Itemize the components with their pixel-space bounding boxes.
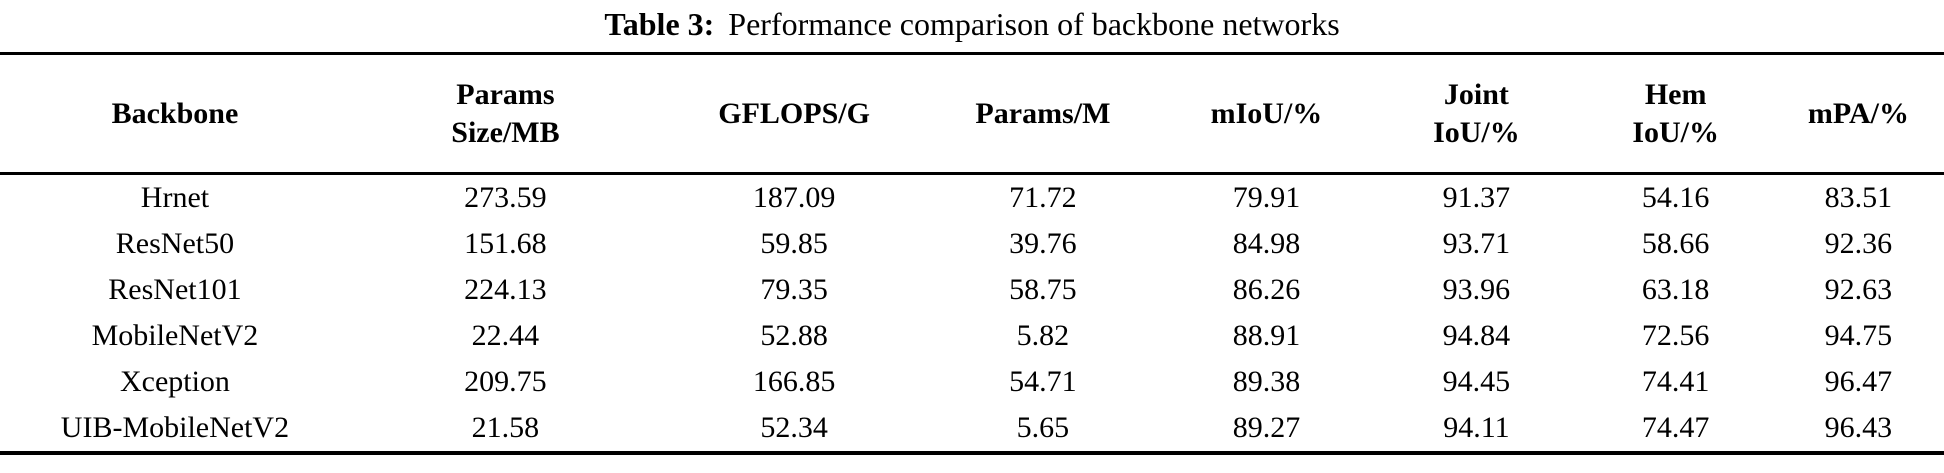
- column-header-params: Params/M: [975, 96, 1111, 130]
- column-header-gflops: GFLOPS/G: [718, 96, 870, 130]
- cell-backbone-name: MobileNetV2: [91, 319, 259, 352]
- table-cell: 92.63: [1824, 273, 1893, 306]
- table-cell: 94.75: [1824, 319, 1893, 352]
- column-header-miou: mIoU/%: [1210, 96, 1323, 130]
- table-cell: 5.82: [1016, 319, 1070, 352]
- table-cell: 93.71: [1442, 227, 1511, 260]
- table-cell: 54.71: [1009, 365, 1077, 398]
- column-header-backbone: Backbone: [111, 96, 239, 130]
- table-cell: 88.91: [1232, 319, 1301, 352]
- table-cell: 83.51: [1824, 181, 1893, 214]
- table-cell: 52.34: [760, 411, 828, 444]
- table-cell: 79.91: [1232, 181, 1301, 214]
- table-cell: 224.13: [464, 273, 547, 306]
- table-cell: 52.88: [760, 319, 828, 352]
- table-row-mobilenetv2: MobileNetV2 22.44 52.88 5.82 88.91 94.84…: [0, 313, 1944, 359]
- table-cell: 63.18: [1641, 273, 1710, 306]
- table-cell: 92.36: [1824, 227, 1893, 260]
- table-caption-label: Table 3:: [604, 6, 715, 42]
- table-cell: 5.65: [1016, 411, 1070, 444]
- column-header-mpa: mPA/%: [1807, 96, 1909, 130]
- table-row-resnet50: ResNet50 151.68 59.85 39.76 84.98 93.71 …: [0, 221, 1944, 267]
- table-cell: 71.72: [1009, 181, 1077, 214]
- table-cell: 59.85: [760, 227, 828, 260]
- table-row-xception: Xception 209.75 166.85 54.71 89.38 94.45…: [0, 359, 1944, 405]
- table-cell: 84.98: [1232, 227, 1301, 260]
- table-caption: Table 3: Performance comparison of backbo…: [0, 0, 1944, 52]
- cell-backbone-name: ResNet50: [115, 227, 235, 260]
- table-cell: 273.59: [464, 181, 547, 214]
- cell-backbone-name: ResNet101: [108, 273, 242, 306]
- table-row-resnet101: ResNet101 224.13 79.35 58.75 86.26 93.96…: [0, 267, 1944, 313]
- table-cell: 94.11: [1443, 411, 1510, 444]
- table-cell: 94.84: [1442, 319, 1511, 352]
- table-cell: 21.58: [471, 411, 540, 444]
- column-header-params-size: Params Size/MB: [451, 77, 560, 149]
- cell-backbone-name: Hrnet: [140, 181, 210, 214]
- table-cell: 72.56: [1641, 319, 1710, 352]
- table-cell: 22.44: [471, 319, 540, 352]
- table-cell: 79.35: [760, 273, 828, 306]
- table-cell: 151.68: [464, 227, 547, 260]
- table-cell: 54.16: [1641, 181, 1710, 214]
- table-row-hrnet: Hrnet 273.59 187.09 71.72 79.91 91.37 54…: [0, 174, 1944, 222]
- table-cell: 58.66: [1641, 227, 1710, 260]
- table-caption-text: Performance comparison of backbone netwo…: [728, 6, 1340, 42]
- column-header-hem-iou: Hem IoU/%: [1632, 77, 1719, 149]
- table-cell: 74.47: [1641, 411, 1710, 444]
- table-cell: 209.75: [464, 365, 547, 398]
- header-row: Backbone Params Size/MB GFLOPS/G Params/M…: [0, 54, 1944, 174]
- cell-backbone-name: UIB-MobileNetV2: [60, 411, 290, 444]
- table-cell: 74.41: [1641, 365, 1710, 398]
- table-cell: 89.27: [1232, 411, 1301, 444]
- table-cell: 96.43: [1824, 411, 1893, 444]
- table-cell: 58.75: [1009, 273, 1077, 306]
- table-cell: 187.09: [752, 181, 836, 214]
- table-row-uib-mobilenetv2: UIB-MobileNetV2 21.58 52.34 5.65 89.27 9…: [0, 405, 1944, 453]
- table-cell: 166.85: [752, 365, 836, 398]
- table-cell: 91.37: [1442, 181, 1511, 214]
- cell-backbone-name: Xception: [119, 365, 230, 398]
- table-cell: 94.45: [1442, 365, 1511, 398]
- table-cell: 96.47: [1824, 365, 1893, 398]
- column-header-joint-iou: Joint IoU/%: [1433, 77, 1520, 149]
- table-cell: 93.96: [1442, 273, 1511, 306]
- table-cell: 39.76: [1009, 227, 1077, 260]
- backbone-comparison-table: Backbone Params Size/MB GFLOPS/G Params/M…: [0, 52, 1944, 455]
- table-cell: 89.38: [1232, 365, 1301, 398]
- table-cell: 86.26: [1232, 273, 1301, 306]
